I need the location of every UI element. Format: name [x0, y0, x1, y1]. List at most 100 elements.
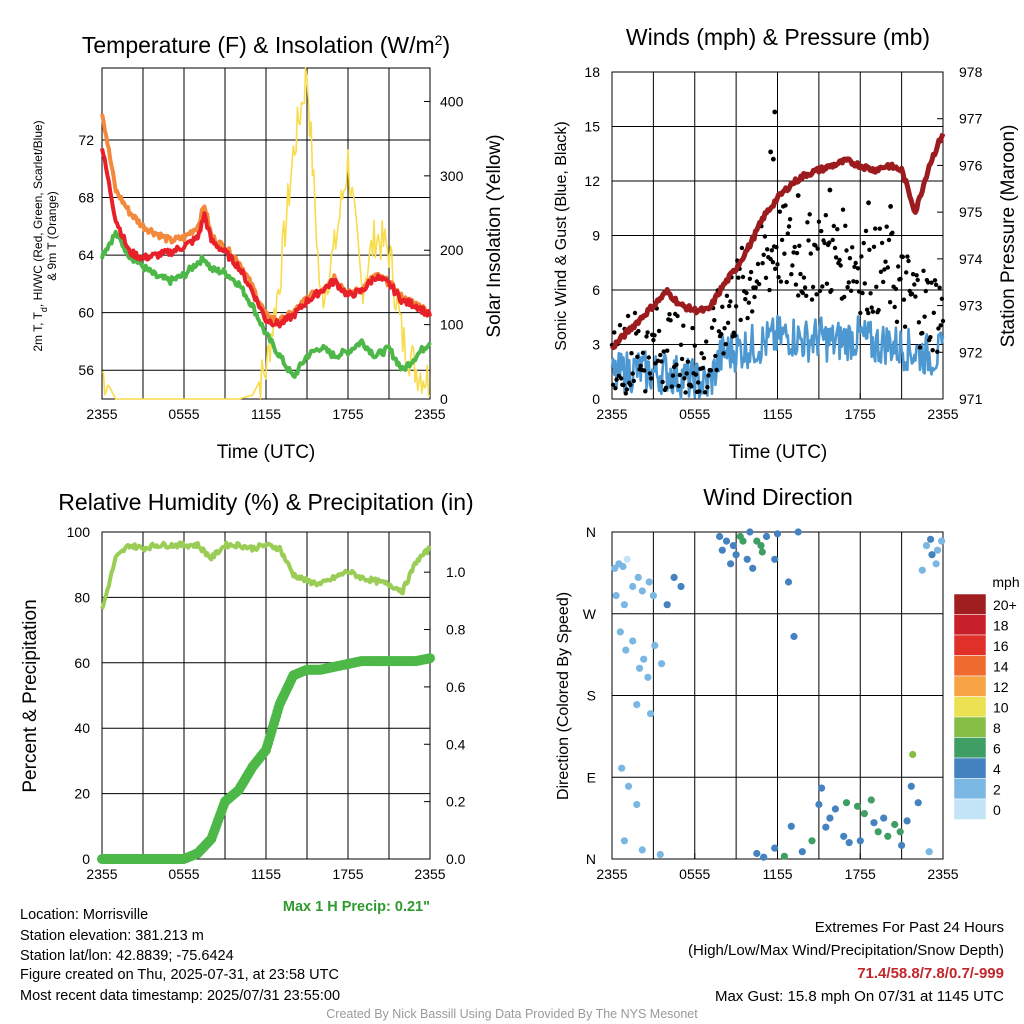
- rh-ytick-label: 20: [74, 786, 90, 802]
- wind-gust-point: [940, 318, 946, 324]
- wind-gust-point: [745, 315, 750, 321]
- temp-ytick-right-label: 100: [440, 317, 464, 333]
- wind-ytick-right-label: 978: [959, 64, 983, 80]
- dir-point: [753, 849, 761, 858]
- dir-legend-swatch: [953, 655, 987, 677]
- wind-gust-point: [796, 293, 801, 298]
- wind-gust-point: [744, 290, 749, 296]
- wind-ytick-right-label: 975: [959, 204, 983, 220]
- dir-point: [716, 532, 724, 541]
- wind-gust-point: [845, 285, 850, 290]
- temp-series-line: [101, 66, 431, 400]
- wind-gust-point: [651, 337, 656, 343]
- dir-point: [826, 814, 834, 822]
- dir-legend-label: 18: [993, 618, 1009, 634]
- wind-gust-point: [902, 324, 908, 329]
- wind-gust-point: [624, 387, 630, 392]
- dir-point: [629, 582, 637, 591]
- wind-gust-point: [643, 389, 648, 394]
- wind-gust-point: [675, 313, 680, 319]
- wind-gust-point: [723, 342, 728, 347]
- rh-ytick-label: 0: [82, 851, 90, 867]
- wind-gust-point: [778, 279, 784, 284]
- wind-gust-point: [855, 266, 861, 271]
- wind-gust-point: [861, 240, 866, 246]
- dir-point: [640, 655, 648, 663]
- temp-title: Temperature (F) & Insolation (W/m2): [82, 32, 450, 58]
- wind-pressure-line: [610, 132, 946, 351]
- wind-gust-point: [795, 193, 801, 198]
- wind-ylabel: Sonic Wind & Gust (Blue, Black): [553, 121, 570, 350]
- dir-point: [753, 537, 761, 545]
- wind-gust-point: [667, 312, 672, 317]
- rh-xtick-label: 1155: [251, 866, 281, 882]
- dir-point: [870, 819, 878, 827]
- wind-ytick-label: 0: [592, 391, 600, 407]
- wind-gust-point: [814, 292, 819, 297]
- wind-gust-point: [817, 288, 823, 294]
- dir-point: [867, 796, 875, 804]
- wind-gust-point: [772, 109, 778, 115]
- wind-gust-point: [679, 356, 685, 362]
- dir-point: [927, 535, 935, 543]
- wind-gust-point: [720, 304, 725, 309]
- info-latlon: Station lat/lon: 42.8839; -75.6424: [20, 948, 234, 964]
- wind-gust-point: [760, 261, 765, 266]
- wind-gust-point: [748, 269, 754, 275]
- temp-series-line: [100, 148, 432, 329]
- dir-legend-label: 12: [993, 679, 1009, 695]
- wind-gust-point: [807, 212, 812, 217]
- wind-gust-point: [684, 371, 689, 376]
- temp-ytick-label: 72: [78, 132, 94, 148]
- wind-gust-point: [674, 362, 679, 367]
- dir-point: [918, 566, 926, 574]
- dir-legend-swatch: [953, 634, 987, 656]
- dir-point: [616, 628, 624, 636]
- wind-gust-point: [905, 254, 910, 259]
- wind-gust-point: [623, 391, 628, 396]
- wind-gust-point: [708, 368, 713, 373]
- dir-point: [798, 848, 806, 856]
- dir-xtick-label: 2355: [596, 866, 627, 882]
- temp-ylabel-line2: & 9m T (Orange): [45, 191, 59, 281]
- dir-point: [880, 814, 888, 822]
- dir-point: [656, 850, 664, 859]
- wind-gust-point: [621, 382, 626, 388]
- wind-gust-point: [773, 266, 778, 271]
- dir-legend-label: 0: [993, 802, 1001, 818]
- wind-gust-point: [928, 335, 933, 340]
- wind-gust-point: [886, 237, 892, 243]
- wind-gust-point: [646, 355, 651, 360]
- dir-legend-label: 2: [993, 782, 1001, 798]
- extremes-heading: Extremes For Past 24 Hours: [814, 919, 1004, 936]
- wind-gust-point: [743, 297, 748, 302]
- dir-point: [925, 848, 933, 856]
- wind-gust-point: [612, 330, 617, 335]
- wind-gust-point: [923, 288, 928, 294]
- wind-gust-point: [714, 367, 719, 373]
- wind-gust-point: [815, 246, 820, 251]
- temp-xtick-label: 1755: [332, 406, 363, 422]
- temp-xlabel: Time (UTC): [217, 442, 316, 463]
- wind-gust-point: [810, 284, 816, 290]
- dir-point: [784, 578, 793, 586]
- wind-gust-point: [738, 317, 743, 323]
- dir-ytick-label: N: [586, 851, 596, 867]
- wind-gust-point: [913, 294, 918, 299]
- wind-gust-point: [868, 291, 873, 296]
- dir-point: [896, 828, 904, 836]
- wind-gust-point: [935, 349, 940, 354]
- wind-gust-point: [896, 264, 901, 269]
- rh-ytick-right-label: 0.6: [446, 679, 466, 695]
- dir-legend-label: 6: [993, 741, 1001, 757]
- rh-ytick-right-label: 1.0: [446, 564, 466, 580]
- wind-gust-point: [628, 382, 633, 388]
- wind-gust-point: [784, 279, 789, 285]
- rh-ytick-right-label: 0.2: [446, 794, 466, 810]
- temp-ylabel-line1: 2m T, Td, HI/WC (Red, Green, Scarlet/Blu…: [31, 120, 49, 351]
- wind-gust-point: [844, 248, 849, 253]
- wind-gust-point: [656, 328, 662, 334]
- dir-point: [636, 664, 644, 672]
- dir-point: [853, 802, 862, 810]
- wind-gust-point: [921, 268, 926, 273]
